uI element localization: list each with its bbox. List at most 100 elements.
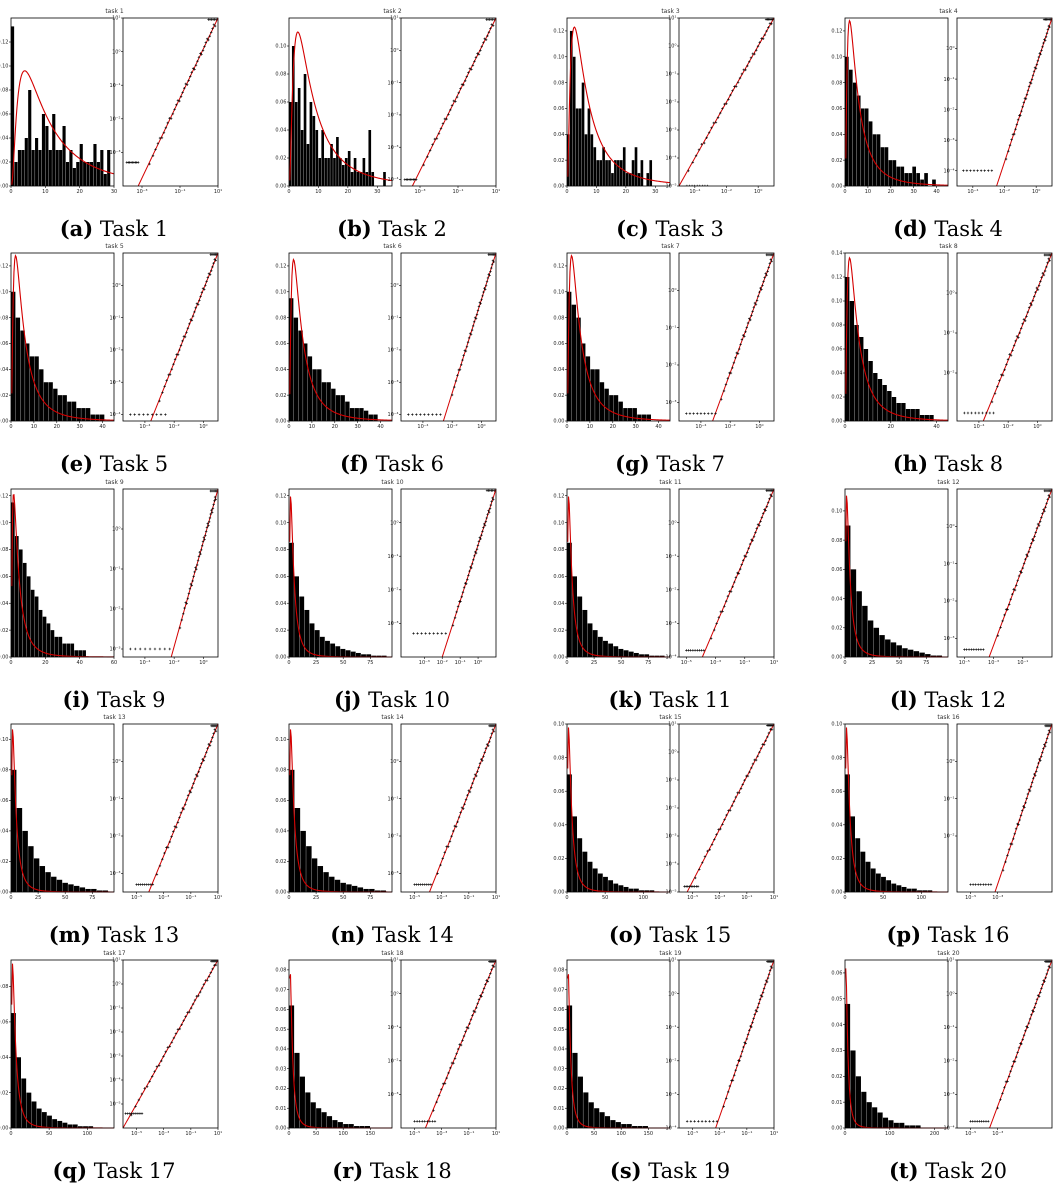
x-tick-label: 10⁻³ xyxy=(714,1131,725,1137)
histogram-bar xyxy=(906,888,912,892)
data-point xyxy=(175,826,178,829)
histogram-bar xyxy=(326,1116,333,1128)
histogram-bar xyxy=(291,46,295,186)
x-tick-label: 75 xyxy=(645,660,651,666)
histogram-bar xyxy=(583,1092,589,1128)
data-point xyxy=(465,345,469,348)
data-point xyxy=(182,1019,185,1022)
loglog-frame xyxy=(678,723,775,893)
data-point xyxy=(167,373,170,377)
x-tick-label: 10¹ xyxy=(214,1131,222,1137)
histogram-bar xyxy=(90,414,95,421)
data-point xyxy=(444,632,448,635)
data-point xyxy=(215,489,218,493)
data-point xyxy=(490,263,494,266)
x-tick-label: 50 xyxy=(602,895,608,901)
data-point xyxy=(181,339,184,343)
y-tick-label: 0.06 xyxy=(831,567,842,573)
histogram-bar xyxy=(31,1101,37,1128)
histogram-bar xyxy=(610,1120,616,1128)
data-point xyxy=(421,883,424,886)
data-point xyxy=(464,349,468,353)
x-tick-label: 20 xyxy=(332,424,338,430)
data-point xyxy=(186,326,190,330)
data-point xyxy=(688,412,692,415)
subfigure-caption: (r) Task 18 xyxy=(278,1158,506,1183)
data-point xyxy=(1041,512,1044,515)
histogram-bar xyxy=(888,160,893,186)
data-point xyxy=(170,1041,174,1044)
data-point xyxy=(1035,526,1039,530)
y-tick-label: 0.04 xyxy=(553,601,564,607)
histogram-bar xyxy=(856,95,861,186)
data-point xyxy=(715,833,718,836)
histogram-bar xyxy=(893,1122,899,1128)
x-tick-label: 10¹ xyxy=(492,1131,500,1137)
x-tick-label: 10⁻⁵ xyxy=(687,1131,698,1137)
histogram-frame xyxy=(566,17,671,187)
chart-svg: task 1302550750.000.020.040.060.080.1010… xyxy=(0,714,222,901)
data-point xyxy=(725,102,728,106)
data-point xyxy=(965,169,969,172)
histogram-bar xyxy=(640,160,644,186)
data-point xyxy=(456,374,459,377)
data-point xyxy=(484,38,488,41)
data-point xyxy=(746,774,750,778)
data-point xyxy=(204,534,207,537)
histogram-bar xyxy=(83,1126,88,1128)
histogram-bar xyxy=(910,409,915,421)
y-tick-label: 0.04 xyxy=(0,1055,9,1061)
data-point xyxy=(201,540,205,543)
data-point xyxy=(191,579,194,583)
data-point xyxy=(701,861,704,864)
y-tick-label: 10⁰ xyxy=(946,46,954,52)
data-point xyxy=(969,883,972,886)
caption-text: Task 10 xyxy=(361,688,450,712)
data-point xyxy=(724,599,728,603)
data-point xyxy=(188,1010,191,1014)
data-point xyxy=(205,526,209,529)
data-point xyxy=(722,1105,725,1108)
data-point xyxy=(1015,1055,1018,1059)
histogram-bar xyxy=(35,138,39,186)
data-point xyxy=(767,731,771,735)
data-point xyxy=(449,1066,452,1070)
data-point xyxy=(129,413,132,416)
histogram-bar xyxy=(924,415,929,421)
x-tick-label: 50 xyxy=(618,660,624,666)
data-point xyxy=(1006,854,1009,857)
data-point xyxy=(1040,276,1043,279)
data-point xyxy=(689,649,692,652)
data-point xyxy=(685,649,688,652)
y-tick-label: 0.08 xyxy=(0,547,9,553)
data-point xyxy=(963,411,966,415)
data-point xyxy=(739,567,742,571)
y-tick-label: 10⁻⁴ xyxy=(387,412,398,418)
x-tick-label: 10⁻¹ xyxy=(452,189,463,195)
x-tick-label: 20 xyxy=(623,189,629,195)
data-point xyxy=(140,1092,144,1096)
data-point xyxy=(178,816,181,819)
histogram-bar xyxy=(845,277,850,421)
histogram-bar xyxy=(54,636,59,657)
data-point xyxy=(1043,269,1047,273)
data-point xyxy=(186,597,190,600)
data-point xyxy=(194,566,197,569)
data-point xyxy=(486,980,490,983)
y-tick-label: 0.08 xyxy=(831,755,842,761)
data-point xyxy=(182,612,185,615)
data-point xyxy=(479,49,482,52)
data-point xyxy=(717,616,720,619)
y-tick-label: 10⁻¹ xyxy=(109,796,120,802)
histogram-bar xyxy=(596,160,600,186)
histogram-bar xyxy=(571,304,577,421)
data-point xyxy=(1045,972,1049,976)
y-tick-label: 10⁻¹ xyxy=(943,77,954,83)
histogram-bar xyxy=(79,887,86,892)
y-tick-label: 0.04 xyxy=(831,132,842,138)
data-point xyxy=(1046,28,1050,31)
data-point xyxy=(1027,550,1031,554)
data-point xyxy=(762,987,766,990)
